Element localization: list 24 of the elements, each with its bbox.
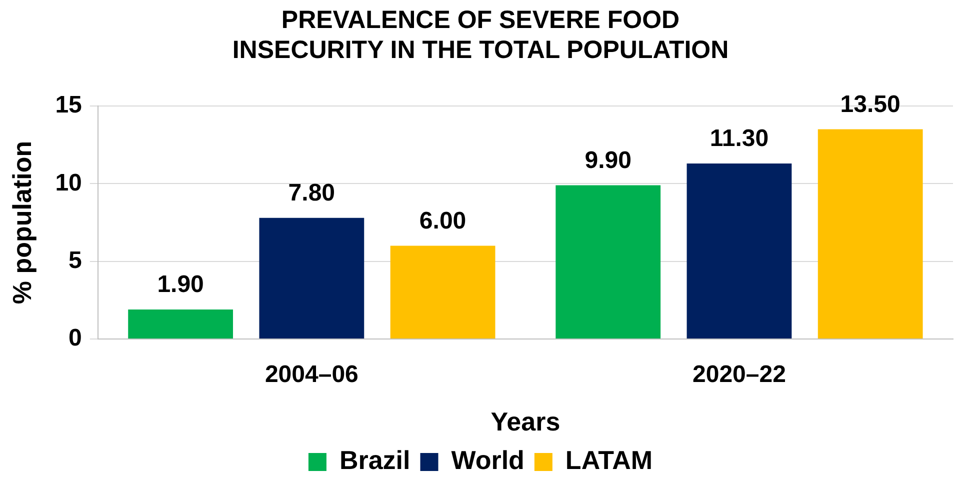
bar [818, 129, 923, 338]
y-tick-label: 5 [68, 246, 82, 274]
bar [390, 246, 496, 338]
legend-label: LATAM [565, 445, 653, 476]
y-tick-label: 10 [55, 169, 82, 196]
data-label: 7.80 [288, 179, 336, 206]
x-tick-label: 2020–22 [692, 361, 786, 388]
y-tick-label: 0 [68, 324, 82, 352]
data-label: 9.90 [584, 146, 632, 174]
data-label: 11.30 [710, 125, 769, 152]
bar [556, 185, 661, 338]
bar [128, 309, 233, 338]
x-axis-title: Years [490, 406, 560, 437]
legend-label: Brazil [339, 445, 410, 476]
y-tick-label: 15 [55, 92, 82, 119]
bar [259, 218, 364, 338]
data-label: 1.90 [157, 271, 204, 298]
x-tick-label: 2004–06 [264, 361, 358, 388]
legend-label: World [451, 445, 524, 476]
data-label: 13.50 [840, 90, 900, 118]
y-axis-title: % population [6, 140, 37, 304]
bar [686, 163, 792, 338]
data-label: 6.00 [419, 207, 466, 234]
chart-title: PREVALENCE OF SEVERE FOOD INSECURITY IN THE TOTAL POPULATION [232, 6, 729, 64]
